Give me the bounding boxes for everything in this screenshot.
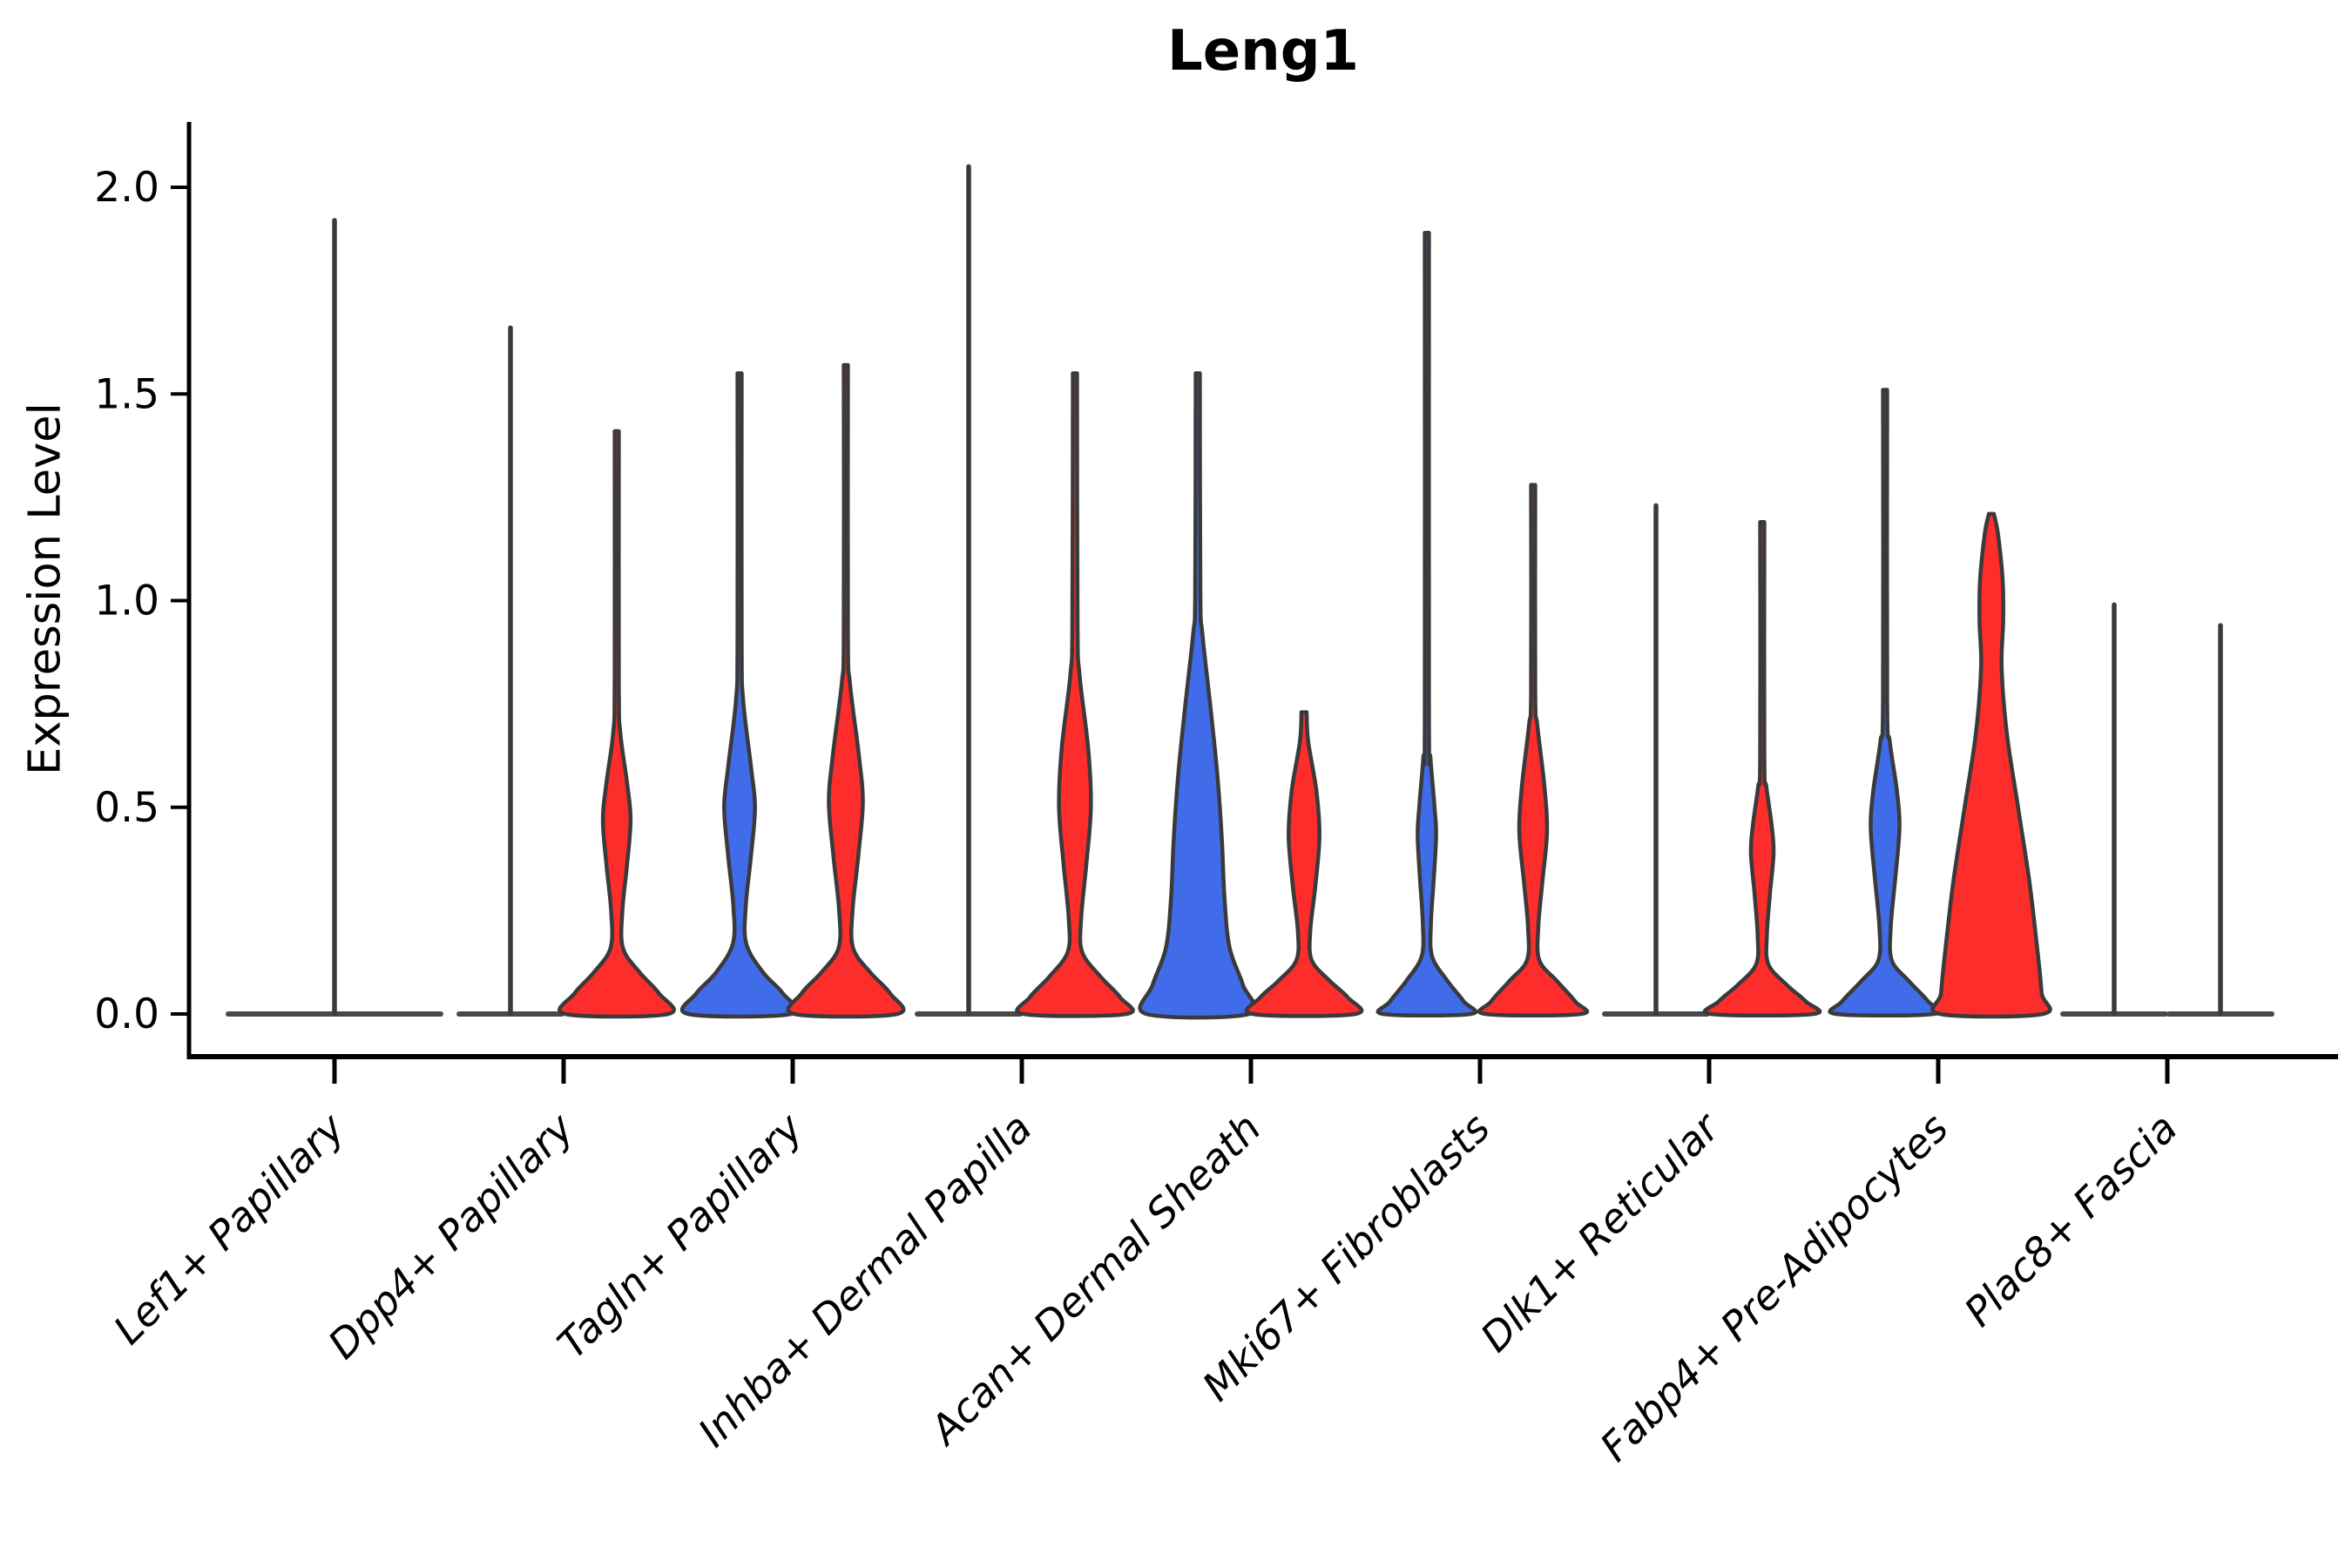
x-tick-label-dlk1-reticular: Dlk1+ Reticular: [1471, 1102, 1730, 1361]
y-axis-label: Expression Level: [19, 402, 71, 775]
violin-tagln-papillary-left: [679, 371, 800, 1019]
x-tick-label-tagln-papillary: Tagln+ Papillary: [548, 1104, 812, 1368]
violin-acan-dermal-sheath-left: [1138, 371, 1258, 1020]
violin-acan-dermal-sheath-right: [1244, 710, 1364, 1018]
y-tick-label: 1.5: [94, 370, 159, 418]
x-tick-label-lef1-papillary: Lef1+ Papillary: [105, 1104, 354, 1353]
x-tick-label-dpp4-papillary: Dpp4+ Papillary: [319, 1104, 583, 1368]
y-tick-label: 2.0: [94, 164, 159, 212]
violin-inhba-dermal-papilla-right: [1015, 371, 1135, 1018]
y-tick-label: 0.5: [94, 784, 159, 832]
y-tick-label: 1.0: [94, 578, 159, 625]
violin-mki67-fibroblasts-right: [1477, 483, 1590, 1018]
violin-dlk1-reticular-right: [1702, 520, 1822, 1018]
violin-tagln-papillary-right: [786, 362, 906, 1019]
x-tick-label-plac8-fascia: Plac8+ Fascia: [1955, 1105, 2186, 1335]
y-tick-label: 0.0: [94, 990, 159, 1038]
violin-fabp4-pre-adipocytes-left: [1828, 388, 1943, 1018]
violin-fabp4-pre-adipocytes-right: [1930, 511, 2052, 1019]
violin-mki67-fibroblasts-left: [1375, 230, 1478, 1018]
chart-title: Leng1: [1166, 19, 1360, 84]
violin-dpp4-papillary-right: [558, 429, 676, 1019]
